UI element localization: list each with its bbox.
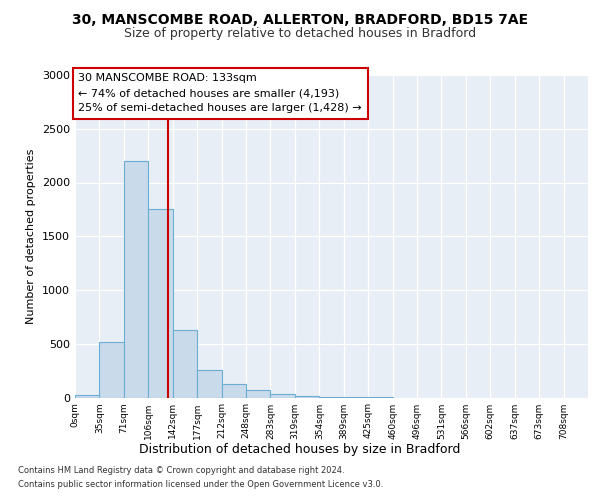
- Y-axis label: Number of detached properties: Number of detached properties: [26, 148, 37, 324]
- Bar: [75, 395, 100, 398]
- Bar: [295, 396, 319, 398]
- Bar: [148, 210, 173, 398]
- Bar: [173, 330, 197, 398]
- Bar: [197, 370, 221, 398]
- Bar: [246, 390, 271, 398]
- Text: Size of property relative to detached houses in Bradford: Size of property relative to detached ho…: [124, 28, 476, 40]
- Bar: [319, 396, 344, 398]
- Text: Contains public sector information licensed under the Open Government Licence v3: Contains public sector information licen…: [18, 480, 383, 489]
- Bar: [124, 161, 148, 398]
- Bar: [221, 384, 246, 398]
- Bar: [344, 397, 368, 398]
- Text: Contains HM Land Registry data © Crown copyright and database right 2024.: Contains HM Land Registry data © Crown c…: [18, 466, 344, 475]
- Bar: [100, 342, 124, 398]
- Text: Distribution of detached houses by size in Bradford: Distribution of detached houses by size …: [139, 442, 461, 456]
- Bar: [271, 394, 295, 398]
- Text: 30 MANSCOMBE ROAD: 133sqm
← 74% of detached houses are smaller (4,193)
25% of se: 30 MANSCOMBE ROAD: 133sqm ← 74% of detac…: [79, 74, 362, 113]
- Text: 30, MANSCOMBE ROAD, ALLERTON, BRADFORD, BD15 7AE: 30, MANSCOMBE ROAD, ALLERTON, BRADFORD, …: [72, 12, 528, 26]
